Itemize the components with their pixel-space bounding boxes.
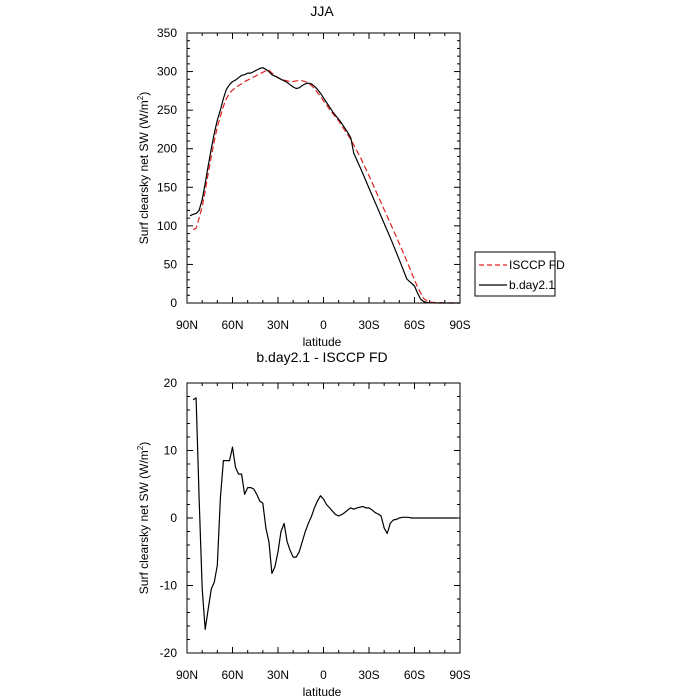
x-tick-label-difference-30n: 30N xyxy=(267,668,289,682)
x-tick-label-difference-90s: 90S xyxy=(449,668,470,682)
x-tick-label-difference-60n: 60N xyxy=(221,668,243,682)
y-tick-label-jja-100: 100 xyxy=(157,219,177,233)
y-tick-label-jja-300: 300 xyxy=(157,65,177,79)
x-tick-label-jja-30n: 30N xyxy=(267,318,289,332)
y-tick-label-jja-150: 150 xyxy=(157,180,177,194)
chart-title-jja: JJA xyxy=(310,3,334,19)
y-axis-title-difference-tail: ) xyxy=(137,442,151,446)
x-axis-title-jja: latitude xyxy=(303,335,342,349)
x-tick-label-jja-0: 0 xyxy=(320,318,327,332)
chart-difference: b.day2.1 - ISCCP FD 90N 60N 30N 0 30S 60S 90S -… xyxy=(136,349,471,699)
y-axis-title-jja-main: Surf clearsky net SW (W/m xyxy=(137,100,151,244)
y-tick-label-difference-20: -20 xyxy=(160,646,178,660)
chart-jja: JJA 90N 60N 30N 0 30S 60S 90S 0 50 100 150 200 250 30… xyxy=(136,3,471,349)
legend: ISCCP FD b.day2.1 xyxy=(474,251,565,297)
ticks-jja: 90N 60N 30N 0 30S 60S 90S 0 50 100 150 200 250 300 350 xyxy=(157,26,471,332)
y-tick-label-difference-0: 0 xyxy=(170,511,177,525)
y-tick-label-difference-20: 20 xyxy=(164,376,178,390)
y-tick-label-jja-50: 50 xyxy=(164,257,178,271)
series-jja xyxy=(189,67,460,304)
x-tick-label-difference-90n: 90N xyxy=(176,668,198,682)
y-axis-title-jja-tail: ) xyxy=(137,92,151,96)
y-axis-title-jja-sup: 2 xyxy=(136,95,145,100)
chart-title-difference: b.day2.1 - ISCCP FD xyxy=(256,349,387,365)
legend-label-isccp-fd: ISCCP FD xyxy=(509,258,565,272)
x-tick-label-difference-30s: 30S xyxy=(358,668,379,682)
y-tick-label-jja-250: 250 xyxy=(157,103,177,117)
legend-box xyxy=(474,251,556,297)
x-tick-label-jja-60s: 60S xyxy=(404,318,425,332)
y-axis-title-jja: Surf clearsky net SW (W/m2) xyxy=(136,92,151,244)
plot-frame-jja xyxy=(186,32,461,304)
x-tick-label-jja-30s: 30S xyxy=(358,318,379,332)
x-tick-label-jja-60n: 60N xyxy=(221,318,243,332)
series-line-isccp-fd xyxy=(192,69,460,304)
ticks-difference: 90N 60N 30N 0 30S 60S 90S -20 -10 0 10 20 xyxy=(160,376,471,682)
y-tick-label-jja-200: 200 xyxy=(157,142,177,156)
x-tick-label-jja-90n: 90N xyxy=(176,318,198,332)
x-tick-label-difference-0: 0 xyxy=(320,668,327,682)
y-tick-label-difference-10: 10 xyxy=(164,444,178,458)
y-axis-title-difference-main: Surf clearsky net SW (W/m xyxy=(137,450,151,594)
plot-frame-difference xyxy=(186,382,461,654)
legend-label-b-day2-1: b.day2.1 xyxy=(509,278,555,292)
y-axis-title-difference: Surf clearsky net SW (W/m2) xyxy=(136,442,151,594)
series-line-b-day2-1 xyxy=(189,67,460,304)
x-axis-title-difference: latitude xyxy=(303,685,342,699)
y-tick-label-difference-10: -10 xyxy=(160,579,178,593)
x-tick-label-jja-90s: 90S xyxy=(449,318,470,332)
y-axis-title-difference-sup: 2 xyxy=(136,445,145,450)
y-tick-label-jja-350: 350 xyxy=(157,26,177,40)
y-tick-label-jja-0: 0 xyxy=(170,296,177,310)
series-difference xyxy=(192,397,457,631)
x-tick-label-difference-60s: 60S xyxy=(404,668,425,682)
series-line-b-day2-1-isccp-fd xyxy=(192,397,457,631)
